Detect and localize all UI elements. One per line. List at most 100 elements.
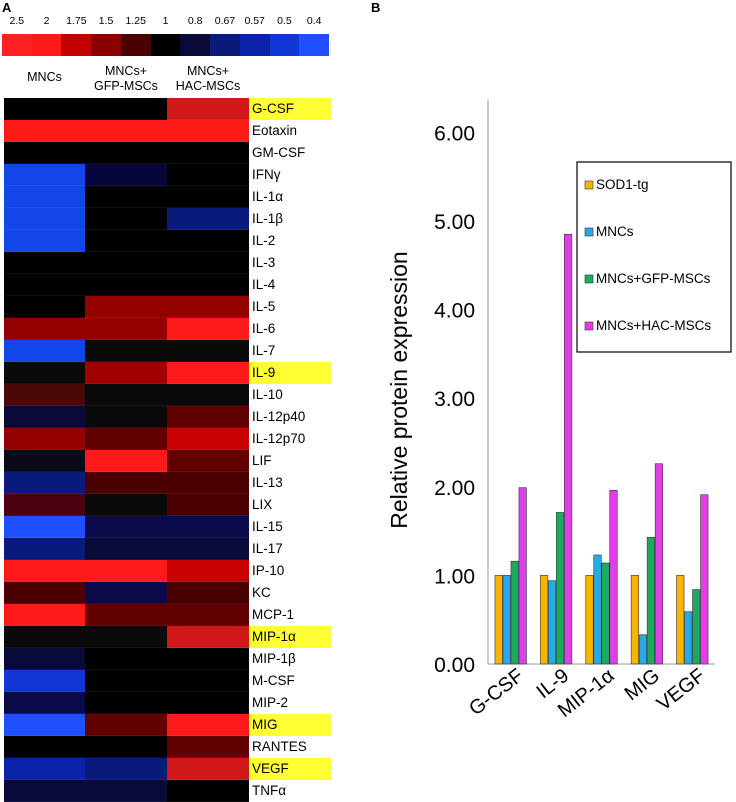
heatmap-cell	[167, 208, 249, 230]
heatmap-row-label: KC	[252, 585, 271, 600]
bar-mncs-gfp-mscs	[556, 512, 565, 665]
scale-label: 2.5	[9, 15, 25, 27]
bar-mncs	[638, 634, 647, 665]
heatmap-row-label: VEGF	[249, 758, 331, 780]
heatmap-cell	[4, 648, 85, 670]
heatmap-cell	[85, 494, 167, 516]
heatmap-cell	[167, 296, 249, 318]
heatmap-row-label: IL-13	[252, 475, 283, 490]
heatmap-cell	[85, 142, 167, 164]
heatmap-cell	[4, 714, 85, 736]
scale-label: 0.57	[244, 15, 265, 27]
heatmap-cell	[167, 780, 249, 802]
bar-mncs-gfp-mscs	[510, 560, 519, 665]
y-tick-label: 2.00	[434, 477, 475, 500]
heatmap-cell	[4, 494, 85, 516]
heatmap-cell	[4, 516, 85, 538]
heatmap-row-label: LIF	[252, 453, 272, 468]
y-tick-label: 6.00	[434, 122, 475, 145]
bar-mncs	[684, 611, 693, 665]
heatmap-cell	[85, 428, 167, 450]
bar-sod1-tg	[676, 575, 685, 665]
scale-label: 1.5	[98, 15, 114, 27]
heatmap-cell	[4, 538, 85, 560]
heatmap-row-label: LIX	[252, 497, 273, 512]
heatmap-row-label: TNFα	[252, 783, 287, 798]
heatmap-cell	[85, 120, 167, 142]
heatmap-row-label: MIP-1α	[249, 626, 331, 648]
heatmap-row-label: MCP-1	[252, 607, 295, 622]
bar-mncs-hac-mscs	[654, 463, 663, 665]
heatmap-cell	[85, 186, 167, 208]
heatmap-cell	[4, 384, 85, 406]
bar-mncs-hac-mscs	[609, 490, 618, 665]
heatmap-cell	[85, 252, 167, 274]
heatmap-row-label: IL-17	[252, 541, 283, 556]
heatmap-cell	[85, 274, 167, 296]
bar-mncs-hac-mscs	[700, 494, 709, 665]
heatmap-row-label: IL-1β	[252, 211, 284, 226]
y-axis-title: Relative protein expression	[386, 251, 412, 528]
bar-mncs	[502, 575, 511, 665]
heatmap-cell	[167, 582, 249, 604]
y-tick-label: 0.00	[434, 654, 475, 677]
heatmap-cell	[4, 164, 85, 186]
heatmap-cell	[167, 186, 249, 208]
heatmap-cell	[4, 318, 85, 340]
scale-label: 1.75	[66, 15, 87, 27]
heatmap-cell	[167, 428, 249, 450]
scale-swatch	[239, 34, 271, 56]
bar-sod1-tg	[585, 575, 594, 665]
legend-label: MNCs+HAC-MSCs	[596, 318, 711, 333]
heatmap-cell	[4, 186, 85, 208]
bar-mncs-gfp-mscs	[646, 536, 655, 665]
scale-label: 1.25	[125, 15, 146, 27]
heatmap-cell	[167, 142, 249, 164]
heatmap-row-label: MIP-1β	[252, 651, 296, 666]
heatmap-cell	[85, 362, 167, 384]
y-tick-label: 1.00	[434, 565, 475, 588]
heatmap-cell	[167, 164, 249, 186]
heatmap-cell	[167, 736, 249, 758]
heatmap-cell	[85, 340, 167, 362]
heatmap-row-label: IP-10	[252, 563, 285, 578]
heatmap-cell	[167, 384, 249, 406]
legend-swatch	[584, 180, 594, 190]
scale-label: 0.8	[187, 15, 203, 27]
scale-label: 2	[43, 15, 50, 27]
heatmap-cell	[85, 296, 167, 318]
heatmap-cell	[4, 758, 85, 780]
legend-label: MNCs+GFP-MSCs	[596, 271, 711, 286]
scale-label: 0.67	[214, 15, 236, 27]
y-tick-label: 4.00	[434, 300, 475, 323]
scale-swatch	[61, 34, 92, 56]
scale-swatch	[31, 34, 62, 56]
heatmap-row-label: GM-CSF	[252, 145, 306, 160]
bar-sod1-tg	[630, 575, 639, 665]
heatmap-cell	[167, 494, 249, 516]
heatmap-cell	[167, 758, 249, 780]
heatmap-cell	[85, 384, 167, 406]
legend-label: MNCs	[596, 224, 634, 239]
scale-label: 0.5	[277, 15, 292, 27]
heatmap-cell	[85, 98, 167, 120]
heatmap-cell	[85, 648, 167, 670]
heatmap-row-label: G-CSF	[249, 98, 331, 120]
bar-chart: 0.00 1.00 2.00 3.00 4.00 5.00 6.00 Relative pro…	[386, 100, 732, 722]
heatmap-cell	[85, 626, 167, 648]
heatmap-row-label: IL-1α	[252, 189, 284, 204]
heatmap-cell	[4, 296, 85, 318]
heatmap-cell	[85, 164, 167, 186]
heatmap-cell	[167, 252, 249, 274]
scale-swatch	[269, 34, 300, 56]
heatmap-cell	[4, 120, 85, 142]
bar-sod1-tg	[494, 575, 503, 665]
heatmap-cell	[4, 208, 85, 230]
heatmap-row-label: IL-7	[252, 343, 276, 358]
heatmap-cell	[167, 692, 249, 714]
heatmap-cell	[167, 604, 249, 626]
heatmap-cell	[167, 670, 249, 692]
heatmap-cell	[85, 780, 167, 802]
heatmap-column-header: MNCs	[27, 70, 62, 84]
heatmap-cell	[167, 340, 249, 362]
